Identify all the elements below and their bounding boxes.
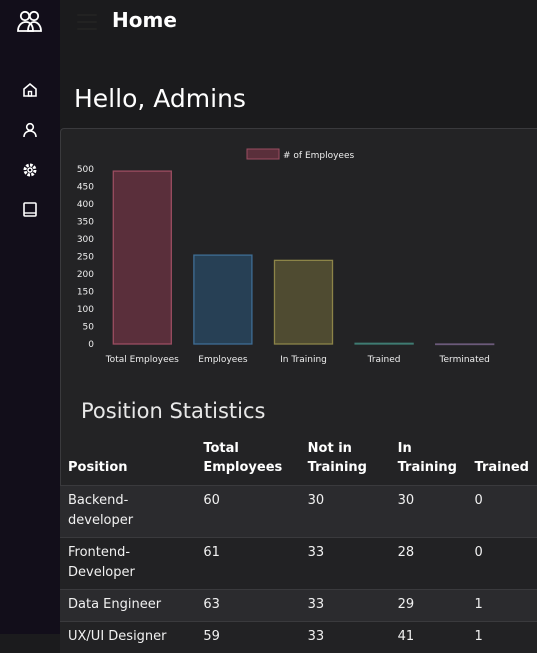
home-icon[interactable] <box>21 81 39 99</box>
y-tick-label: 400 <box>77 200 94 210</box>
y-tick-label: 100 <box>77 305 94 315</box>
y-tick-label: 350 <box>77 218 94 228</box>
gear-icon[interactable] <box>21 161 39 179</box>
y-tick-label: 450 <box>77 183 94 193</box>
table-cell: 33 <box>300 622 390 653</box>
table-cell: 0 <box>467 486 537 538</box>
table-cell: 1 <box>467 590 537 622</box>
bar-in-training[interactable] <box>274 260 332 344</box>
y-tick-label: 300 <box>77 235 94 245</box>
x-tick-label: In Training <box>280 355 327 365</box>
table-cell: 1 <box>467 622 537 653</box>
table-cell: 59 <box>195 622 299 653</box>
users-logo-icon[interactable] <box>17 10 43 34</box>
y-tick-label: 0 <box>88 340 94 350</box>
book-icon[interactable] <box>21 201 39 219</box>
table-cell: Backend-developer <box>60 486 195 538</box>
table-cell: 63 <box>195 590 299 622</box>
bar-employees[interactable] <box>194 255 252 344</box>
table-cell: 28 <box>390 538 467 590</box>
y-axis: 0 50 100 150 200 250 300 350 400 450 500 <box>77 165 94 350</box>
column-header: Trained <box>467 436 537 486</box>
user-icon[interactable] <box>21 121 39 139</box>
x-tick-label: Trained <box>367 355 401 365</box>
employees-bar-chart: # of Employees 0 50 100 150 200 250 300 350 400 4… <box>60 140 520 375</box>
column-header: Position <box>60 436 195 486</box>
column-header: In Training <box>390 436 467 486</box>
table-cell: 0 <box>467 538 537 590</box>
x-tick-label: Total Employees <box>105 355 179 365</box>
column-header: Not in Training <box>300 436 390 486</box>
sidebar <box>0 0 60 634</box>
table-cell: UX/UI Designer <box>60 622 195 653</box>
x-tick-label: Employees <box>198 355 248 365</box>
bar-trained[interactable] <box>355 343 413 344</box>
x-axis: Total Employees Employees In Training Train… <box>105 355 490 365</box>
greeting: Hello, Admins <box>74 84 246 113</box>
y-tick-label: 50 <box>83 323 95 333</box>
column-header: Total Employees <box>195 436 299 486</box>
table-cell: 61 <box>195 538 299 590</box>
x-tick-label: Terminated <box>439 355 490 365</box>
legend-swatch[interactable] <box>247 149 279 159</box>
y-tick-label: 500 <box>77 165 94 175</box>
table-cell: 30 <box>300 486 390 538</box>
legend-label[interactable]: # of Employees <box>283 151 355 161</box>
table-cell: 60 <box>195 486 299 538</box>
top-bar: Home <box>60 0 537 44</box>
y-tick-label: 150 <box>77 288 94 298</box>
table-cell: 33 <box>300 590 390 622</box>
page-title: Home <box>112 8 177 32</box>
bars <box>113 171 493 344</box>
table-cell: Frontend-Developer <box>60 538 195 590</box>
y-tick-label: 200 <box>77 270 94 280</box>
bar-terminated[interactable] <box>436 344 494 345</box>
table-cell: 30 <box>390 486 467 538</box>
table-cell: 33 <box>300 538 390 590</box>
position-statistics-title: Position Statistics <box>81 399 265 423</box>
menu-icon[interactable] <box>77 14 97 30</box>
table-cell: 29 <box>390 590 467 622</box>
table-cell: 41 <box>390 622 467 653</box>
table-cell: Data Engineer <box>60 590 195 622</box>
bar-total-employees[interactable] <box>113 171 171 344</box>
y-tick-label: 250 <box>77 253 94 263</box>
